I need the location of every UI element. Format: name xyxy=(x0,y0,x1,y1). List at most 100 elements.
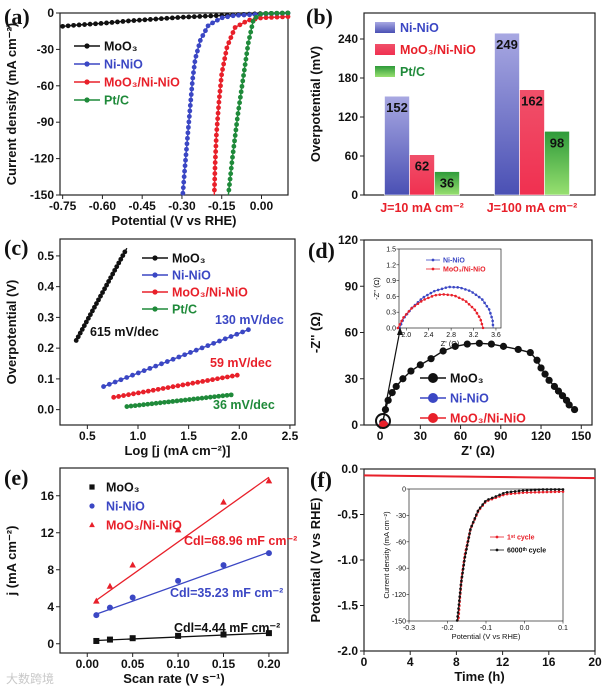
data-point xyxy=(100,290,105,295)
data-point xyxy=(239,83,245,89)
data-point xyxy=(118,377,124,383)
data-point xyxy=(237,22,243,28)
data-point xyxy=(416,361,424,369)
legend-item: MoO₃ xyxy=(74,40,138,54)
data-point xyxy=(458,595,462,598)
data-point xyxy=(537,490,541,494)
data-point xyxy=(187,103,193,108)
data-point xyxy=(473,517,477,520)
data-point xyxy=(388,389,396,397)
data-point xyxy=(473,308,477,312)
data-point xyxy=(439,347,447,355)
data-point xyxy=(218,77,224,83)
y-tick-label: -2.0 xyxy=(337,644,358,658)
data-point xyxy=(228,392,234,398)
data-point xyxy=(561,488,565,491)
data-point xyxy=(460,286,463,290)
plot-frame xyxy=(398,248,502,329)
data-point xyxy=(175,577,182,584)
y-tick-label: -90 xyxy=(37,115,55,129)
data-point xyxy=(472,520,475,524)
data-point xyxy=(180,14,186,20)
y-tick-label: 0.9 xyxy=(386,278,396,285)
data-point xyxy=(136,17,142,23)
data-point xyxy=(241,12,247,18)
data-point xyxy=(224,392,230,398)
data-point xyxy=(487,340,496,348)
data-point xyxy=(237,100,242,106)
y-tick-label: -60 xyxy=(396,539,406,546)
panel-label: (b) xyxy=(306,4,333,29)
data-point xyxy=(152,289,158,295)
data-point xyxy=(464,551,468,555)
y-tick-label: 240 xyxy=(338,32,358,46)
x-tick-label: 120 xyxy=(531,429,551,443)
data-point xyxy=(180,185,186,191)
data-point xyxy=(236,12,241,18)
data-point xyxy=(461,571,464,575)
x-tick-label: 0.20 xyxy=(257,657,281,671)
data-point xyxy=(467,303,471,306)
y-tick-label: 0 xyxy=(47,6,54,20)
data-point xyxy=(491,319,494,323)
data-point xyxy=(231,143,237,149)
data-point xyxy=(240,78,246,84)
data-point xyxy=(83,319,89,325)
x-tick-label: -0.60 xyxy=(89,199,117,213)
data-point xyxy=(115,19,120,25)
legend-item: Ni-NiO xyxy=(420,392,489,406)
x-tick-label: -0.45 xyxy=(129,199,157,213)
data-point xyxy=(461,298,465,301)
data-point xyxy=(221,61,227,67)
data-point xyxy=(541,488,545,491)
data-point xyxy=(499,342,508,350)
data-point xyxy=(220,393,226,399)
data-point xyxy=(89,503,95,509)
y-tick-label: 8 xyxy=(47,563,54,577)
data-point xyxy=(207,394,213,400)
x-tick-label: 20 xyxy=(588,655,602,669)
legend-label: MoO₃ xyxy=(106,481,140,495)
data-point xyxy=(248,29,254,35)
data-point xyxy=(557,490,561,494)
data-point xyxy=(419,300,423,303)
data-point xyxy=(182,352,188,358)
data-point xyxy=(102,286,107,292)
data-point xyxy=(191,396,197,402)
panel-label: (d) xyxy=(308,238,335,263)
data-point xyxy=(502,492,505,495)
data-point xyxy=(431,267,435,271)
legend-label: MoO₃ xyxy=(104,40,138,54)
y-tick-label: 0.0 xyxy=(37,403,54,417)
data-point xyxy=(174,398,180,404)
data-point xyxy=(152,306,158,312)
data-point xyxy=(545,490,549,494)
data-point xyxy=(212,176,218,182)
data-point xyxy=(247,12,252,18)
data-point xyxy=(456,615,459,618)
y-axis-label: -Z'' (Ω) xyxy=(308,312,323,353)
data-point xyxy=(212,187,217,193)
data-point xyxy=(155,386,161,392)
data-point xyxy=(205,378,211,383)
data-point xyxy=(265,477,273,484)
x-tick-label: 3.2 xyxy=(469,332,479,339)
data-point xyxy=(285,10,291,16)
data-point xyxy=(147,365,153,371)
data-point xyxy=(462,563,466,567)
data-point xyxy=(381,405,390,414)
y-tick-label: 1.5 xyxy=(386,247,396,254)
data-point xyxy=(423,298,426,301)
y-tick-label: 0 xyxy=(351,188,358,202)
series-MoO₃/Ni-NiO xyxy=(93,476,273,604)
data-point xyxy=(228,165,234,171)
data-point xyxy=(109,20,115,25)
data-point xyxy=(427,296,430,300)
data-point xyxy=(549,488,553,491)
data-point xyxy=(81,323,87,329)
data-point xyxy=(217,88,223,94)
x-axis-label: Z' (Ω) xyxy=(461,443,495,458)
data-point xyxy=(87,21,93,27)
data-point xyxy=(118,256,124,262)
data-point xyxy=(494,495,498,498)
